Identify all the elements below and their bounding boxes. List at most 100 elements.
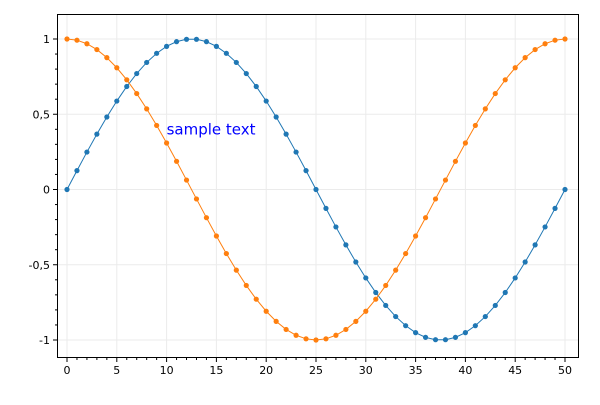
y-tick-label: 1 (43, 33, 50, 46)
data-point-cos (144, 106, 150, 112)
data-point-cos (522, 55, 528, 61)
data-point-sin (432, 337, 439, 343)
data-point-sin (303, 168, 309, 174)
data-point-cos (193, 196, 200, 202)
data-point-sin (452, 334, 459, 340)
data-point-cos (114, 65, 120, 71)
data-point-cos (64, 36, 70, 42)
data-point-cos (203, 215, 210, 221)
x-tick-label: 30 (359, 364, 373, 377)
data-point-sin (492, 302, 498, 309)
x-tick-label: 50 (558, 364, 572, 377)
x-tick-label: 45 (508, 364, 522, 377)
data-point-cos (542, 41, 548, 47)
data-point-cos (373, 296, 379, 302)
data-point-sin (413, 330, 419, 336)
x-tick-label: 15 (209, 364, 223, 377)
data-point-sin (512, 275, 518, 281)
data-point-sin (482, 313, 488, 320)
data-point-cos (74, 37, 80, 43)
data-point-cos (343, 326, 349, 333)
data-point-sin (422, 334, 429, 340)
data-point-cos (164, 140, 170, 146)
data-point-sin (74, 168, 80, 174)
data-point-cos (403, 250, 409, 257)
data-point-sin (343, 242, 349, 248)
data-point-cos (552, 37, 558, 43)
data-point-cos (393, 267, 399, 273)
data-point-sin (183, 36, 190, 42)
data-point-cos (353, 318, 359, 324)
data-point-sin (383, 302, 389, 309)
data-point-sin (363, 275, 369, 281)
data-point-cos (512, 65, 518, 71)
data-point-cos (313, 337, 319, 343)
data-point-sin (532, 242, 538, 248)
data-point-sin (552, 205, 558, 211)
data-point-cos (154, 122, 160, 129)
data-point-sin (134, 70, 140, 77)
series-group (64, 36, 568, 343)
data-point-cos (94, 46, 100, 53)
y-tick-label: -1 (39, 334, 50, 347)
data-point-sin (333, 224, 339, 230)
data-point-sin (472, 323, 478, 329)
annotation-text: sample text (167, 120, 256, 138)
data-point-sin (223, 50, 229, 56)
data-point-cos (173, 158, 180, 164)
data-point-cos (243, 282, 249, 289)
data-point-cos (233, 267, 239, 273)
data-point-cos (482, 106, 488, 112)
data-point-cos (213, 233, 219, 239)
data-point-cos (492, 90, 498, 97)
data-point-sin (293, 149, 299, 155)
data-point-sin (323, 205, 329, 211)
data-point-cos (283, 326, 289, 333)
data-point-cos (263, 308, 269, 314)
x-tick-label: 40 (458, 364, 472, 377)
data-point-sin (233, 59, 239, 66)
data-point-sin (393, 313, 399, 320)
data-point-sin (243, 70, 249, 77)
data-point-cos (442, 177, 449, 183)
data-point-cos (124, 77, 130, 83)
data-point-sin (403, 323, 409, 329)
data-point-cos (223, 250, 229, 257)
data-point-cos (452, 158, 459, 164)
axis-ticks: 0 5 10 15 20 25 30 35 40 45 50 1 0,5 0 -0,5 -1 (29, 33, 572, 377)
data-point-sin (273, 114, 279, 120)
data-point-cos (323, 336, 329, 342)
x-tick-label: 5 (113, 364, 120, 377)
data-point-cos (253, 296, 259, 302)
data-point-sin (562, 186, 568, 193)
data-point-cos (134, 90, 140, 97)
data-point-sin (203, 39, 210, 45)
data-point-cos (363, 308, 369, 314)
data-point-sin (263, 98, 269, 104)
data-point-cos (502, 77, 508, 83)
x-tick-label: 20 (259, 364, 273, 377)
data-point-sin (104, 114, 110, 120)
data-point-cos (422, 215, 429, 221)
data-point-cos (84, 41, 90, 47)
data-point-sin (193, 36, 200, 42)
data-point-sin (64, 186, 70, 193)
data-point-cos (333, 332, 339, 338)
data-point-sin (373, 289, 379, 296)
data-point-cos (462, 140, 468, 146)
y-tick-label: 0,5 (33, 108, 51, 121)
y-tick-label: 0 (43, 184, 50, 197)
data-point-sin (522, 259, 528, 265)
data-point-sin (462, 330, 468, 336)
data-point-sin (313, 186, 319, 193)
series-sin (64, 36, 568, 343)
data-point-sin (253, 83, 259, 90)
data-point-sin (94, 131, 100, 137)
annotations: sample text (167, 120, 256, 138)
data-point-cos (273, 318, 279, 324)
data-point-sin (442, 337, 449, 343)
plot-frame (57, 14, 579, 358)
data-point-sin (542, 224, 548, 230)
